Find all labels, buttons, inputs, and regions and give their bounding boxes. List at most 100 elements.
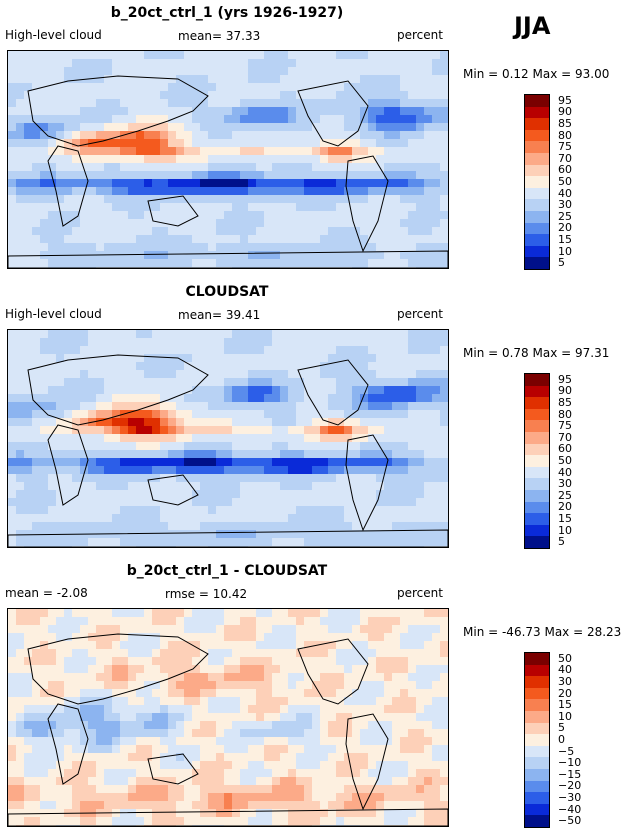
colorbar-tick-label: 70 <box>558 430 572 444</box>
coastline <box>147 753 199 785</box>
coastline <box>147 474 199 506</box>
colorbar-swatch <box>525 676 549 688</box>
coastline <box>8 250 448 268</box>
colorbar-tick-label: 90 <box>558 105 572 119</box>
colorbar-swatch <box>525 245 549 258</box>
colorbar-swatch <box>525 536 549 548</box>
colorbar-swatch <box>525 513 549 525</box>
colorbar-tick-label: 75 <box>558 419 572 433</box>
coastline <box>47 703 89 785</box>
colorbar-tick-label: 25 <box>558 488 572 502</box>
colorbar-tick-label: 80 <box>558 407 572 421</box>
colorbar-tick-label: 20 <box>558 500 572 514</box>
colorbar-tick-label: 10 <box>558 709 572 723</box>
colorbar-swatch <box>525 443 549 456</box>
colorbar-tick-label: 40 <box>558 186 572 200</box>
panel2-mean-label: mean= 39.41 <box>178 308 261 322</box>
colorbar-swatch <box>525 187 549 200</box>
colorbar-swatch <box>525 455 549 467</box>
colorbar-tick-label: 50 <box>558 454 572 467</box>
panel1-colorbar <box>524 94 550 270</box>
colorbar-swatch <box>525 780 549 793</box>
panel3-minmax: Min = -46.73 Max = 28.23 <box>463 625 622 639</box>
colorbar-tick-label: 85 <box>558 117 572 130</box>
coastline <box>27 633 209 705</box>
panel3-mean-label: mean = -2.08 <box>5 586 88 600</box>
colorbar-tick-label: 75 <box>558 140 572 154</box>
colorbar-tick-label: 60 <box>558 163 572 177</box>
colorbar-swatch <box>525 734 549 746</box>
colorbar-swatch <box>525 408 549 421</box>
colorbar-swatch <box>525 257 549 269</box>
colorbar-tick-label: 15 <box>558 698 572 712</box>
panel3-rmse-label: rmse = 10.42 <box>165 587 248 601</box>
colorbar-swatch <box>525 489 549 502</box>
colorbar-swatch <box>525 803 549 816</box>
colorbar-tick-label: 95 <box>558 372 572 386</box>
colorbar-tick-label: 15 <box>558 512 572 525</box>
colorbar-tick-label: 5 <box>558 256 565 270</box>
panel2-map-svg <box>8 330 448 547</box>
panel2-left-label: High-level cloud <box>5 307 102 321</box>
colorbar-tick-label: 60 <box>558 442 572 456</box>
colorbar-swatch <box>525 95 549 107</box>
colorbar-tick-label: 80 <box>558 128 572 142</box>
coastline <box>297 359 369 426</box>
coastline <box>345 434 389 532</box>
colorbar-tick-label: 40 <box>558 465 572 479</box>
panel1-map <box>7 50 449 269</box>
panel3-colorbar <box>524 652 550 828</box>
colorbar-swatch <box>525 524 549 537</box>
colorbar-swatch <box>525 397 549 409</box>
coastline <box>47 424 89 506</box>
panel2-minmax: Min = 0.78 Max = 97.31 <box>463 346 610 360</box>
colorbar-swatch <box>525 478 549 490</box>
colorbar-swatch <box>525 199 549 211</box>
colorbar-swatch <box>525 210 549 223</box>
colorbar-tick-label: 50 <box>558 175 572 188</box>
colorbar-swatch <box>525 710 549 723</box>
colorbar-swatch <box>525 164 549 177</box>
panel3-units-label: percent <box>397 586 443 600</box>
panel2-title: CLOUDSAT <box>185 284 269 300</box>
colorbar-tick-label: 30 <box>558 675 572 688</box>
coastline <box>8 808 448 826</box>
colorbar-tick-label: 30 <box>558 198 572 212</box>
panel2-map <box>7 329 449 548</box>
colorbar-swatch <box>525 420 549 432</box>
colorbar-swatch <box>525 792 549 804</box>
colorbar-tick-label: −50 <box>558 814 582 828</box>
colorbar-swatch <box>525 176 549 188</box>
colorbar-tick-label: 5 <box>558 721 565 735</box>
coastline <box>47 145 89 227</box>
coastline <box>147 195 199 227</box>
colorbar-swatch <box>525 757 549 769</box>
panel1-units-label: percent <box>397 28 443 42</box>
panel2-colorbar <box>524 373 550 549</box>
coastline <box>27 75 209 147</box>
panel1-minmax: Min = 0.12 Max = 93.00 <box>463 67 610 81</box>
panel1-left-label: High-level cloud <box>5 28 102 42</box>
coastline <box>297 80 369 147</box>
coastline <box>297 638 369 705</box>
colorbar-tick-label: 70 <box>558 151 572 165</box>
colorbar-swatch <box>525 501 549 514</box>
colorbar-swatch <box>525 722 549 735</box>
colorbar-tick-label: 15 <box>558 233 572 246</box>
colorbar-swatch <box>525 745 549 758</box>
colorbar-tick-label: 10 <box>558 244 572 258</box>
colorbar-swatch <box>525 653 549 665</box>
colorbar-tick-label: 20 <box>558 686 572 700</box>
season-label: JJA <box>514 12 551 40</box>
colorbar-swatch <box>525 141 549 153</box>
colorbar-tick-label: 95 <box>558 93 572 107</box>
colorbar-tick-label: 5 <box>558 535 565 549</box>
colorbar-tick-label: 90 <box>558 384 572 398</box>
colorbar-tick-label: −5 <box>558 744 575 758</box>
colorbar-swatch <box>525 118 549 130</box>
colorbar-swatch <box>525 431 549 444</box>
coastline <box>345 155 389 253</box>
colorbar-swatch <box>525 234 549 246</box>
colorbar-swatch <box>525 129 549 142</box>
colorbar-tick-label: 20 <box>558 221 572 235</box>
